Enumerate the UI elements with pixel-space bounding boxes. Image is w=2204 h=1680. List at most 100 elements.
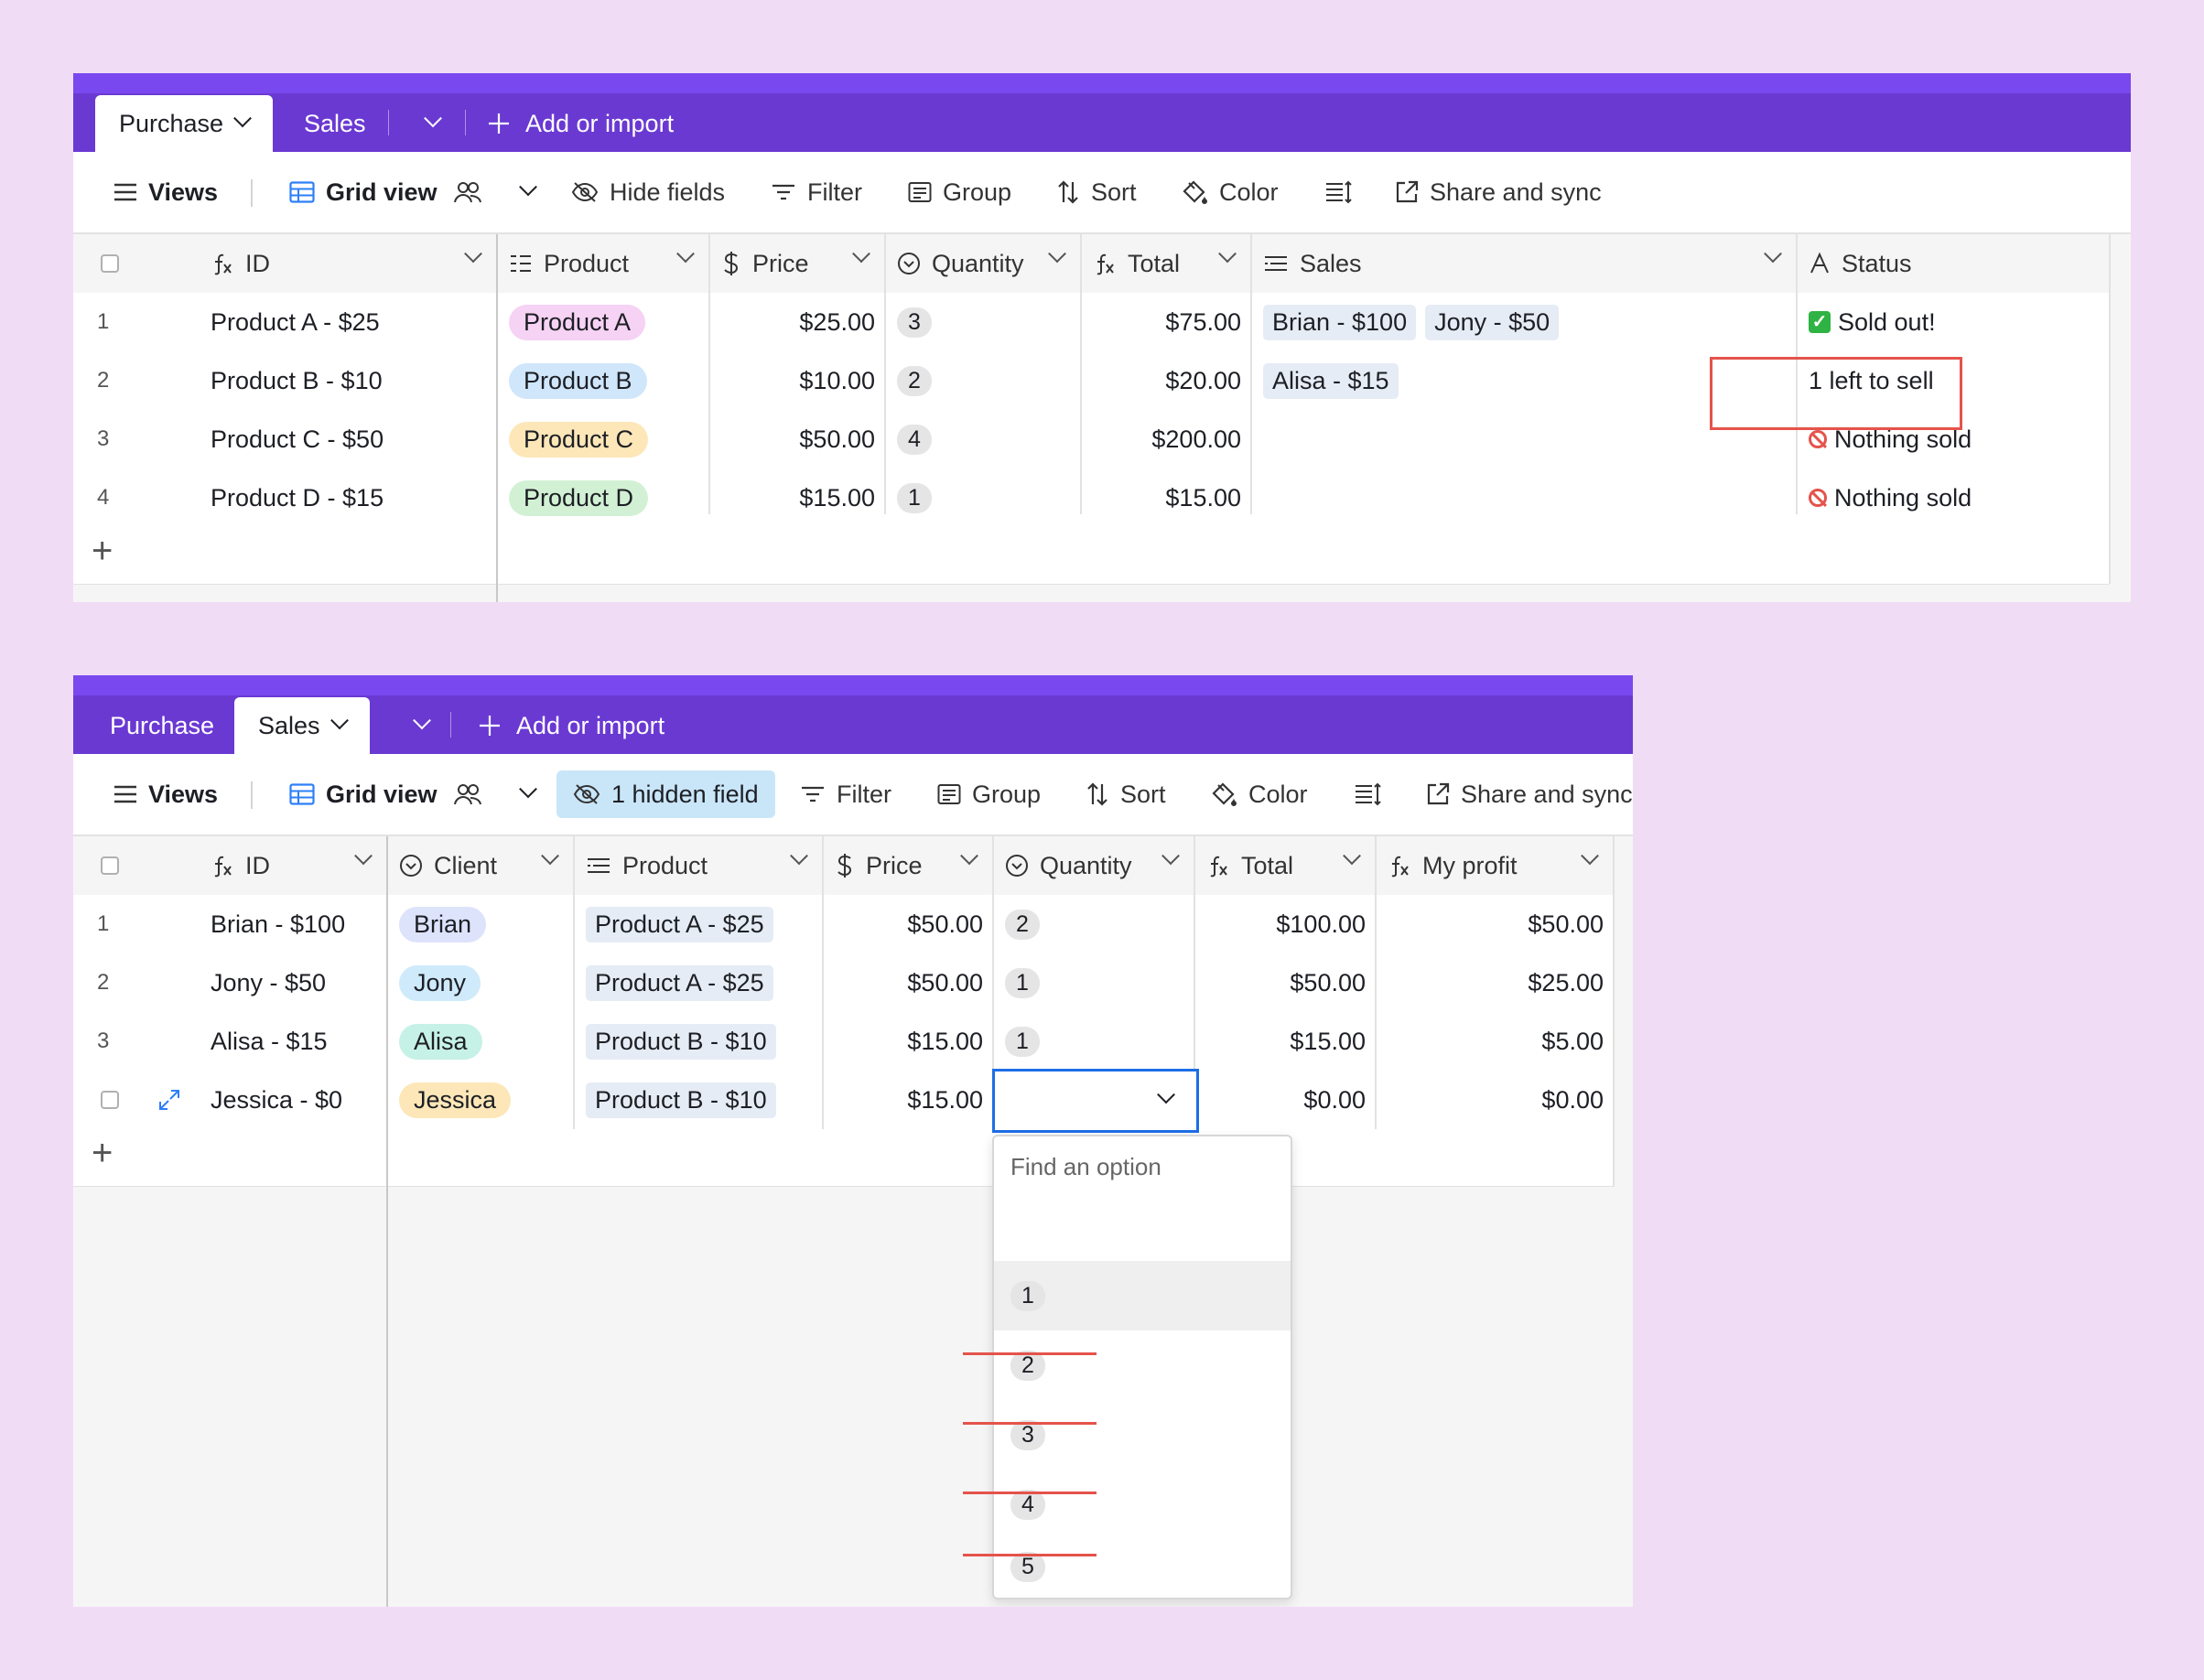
product-cell[interactable]: Product A - $25	[575, 953, 794, 1012]
profit-cell[interactable]: $25.00	[1528, 968, 1604, 996]
id-cell[interactable]: Jessica - $0	[211, 1085, 343, 1114]
product-cell[interactable]: Product D	[498, 468, 659, 527]
table-row[interactable]: 3 Alisa - $15 Alisa Product B - $10 $15.…	[73, 1012, 1615, 1072]
row-checkbox[interactable]	[101, 1091, 119, 1109]
select-all-checkbox-cell[interactable]	[90, 234, 130, 293]
column-header-quantity[interactable]: Quantity	[886, 234, 1082, 293]
price-cell[interactable]: $25.00	[799, 307, 875, 336]
quantity-select-field[interactable]	[992, 1069, 1199, 1133]
tab-purchase[interactable]: Purchase	[95, 95, 274, 152]
filter-button[interactable]: Filter	[771, 152, 862, 232]
status-cell[interactable]: 1 left to sell	[1809, 366, 1934, 394]
column-header-total[interactable]: Total	[1082, 234, 1252, 293]
column-header-price[interactable]: Price	[710, 234, 886, 293]
grid-view-button[interactable]: Grid view	[289, 754, 537, 835]
product-cell[interactable]: Product B - $10	[575, 1012, 796, 1071]
column-header-product[interactable]: Product	[575, 836, 824, 895]
sales-cell[interactable]	[1252, 468, 1274, 527]
color-button[interactable]: Color	[1181, 152, 1279, 232]
color-button[interactable]: Color	[1210, 754, 1308, 835]
option-item[interactable]: 4	[994, 1470, 1291, 1539]
profit-cell[interactable]: $5.00	[1541, 1027, 1604, 1055]
quantity-cell[interactable]: 2	[994, 895, 1051, 953]
id-cell[interactable]: Product B - $10	[211, 366, 383, 394]
total-cell[interactable]: $100.00	[1276, 910, 1366, 938]
product-cell[interactable]: Product A - $25	[575, 895, 794, 953]
quantity-cell[interactable]: 2	[886, 351, 943, 410]
column-header-sales[interactable]: Sales	[1252, 234, 1798, 293]
select-all-checkbox[interactable]	[101, 856, 119, 875]
table-row[interactable]: 3 Product C - $50 Product C $50.00 4 $20…	[73, 410, 2109, 469]
id-cell[interactable]: Product D - $15	[211, 483, 384, 512]
sales-cell[interactable]	[1252, 410, 1274, 468]
select-all-checkbox[interactable]	[101, 254, 119, 273]
quantity-cell[interactable]: 1	[994, 953, 1051, 1012]
share-and-sync-button[interactable]: Share and sync	[1426, 754, 1633, 835]
price-cell[interactable]: $15.00	[907, 1085, 983, 1114]
total-cell[interactable]: $15.00	[1290, 1027, 1366, 1055]
find-option-input[interactable]: Find an option	[1010, 1153, 1161, 1180]
add-row[interactable]: +	[73, 527, 2109, 585]
price-cell[interactable]: $15.00	[907, 1027, 983, 1055]
option-item[interactable]: 2	[994, 1330, 1291, 1400]
filter-button[interactable]: Filter	[800, 754, 891, 835]
add-or-import-button[interactable]: Add or import	[487, 95, 674, 152]
quantity-cell[interactable]: 3	[886, 293, 943, 351]
product-cell[interactable]: Product A	[498, 293, 656, 351]
row-checkbox-cell[interactable]	[90, 1071, 130, 1129]
client-cell[interactable]: Jessica	[388, 1071, 522, 1129]
grid-view-button[interactable]: Grid view	[289, 152, 537, 232]
total-cell[interactable]: $200.00	[1151, 425, 1241, 453]
total-cell[interactable]: $15.00	[1165, 483, 1241, 512]
hide-fields-button[interactable]: Hide fields	[571, 152, 725, 232]
table-row[interactable]: 2 Product B - $10 Product B $10.00 2 $20…	[73, 351, 2109, 411]
sales-cell[interactable]: Brian - $100 Jony - $50	[1252, 293, 1579, 351]
table-row[interactable]: 1 Brian - $100 Brian Product A - $25 $50…	[73, 895, 1615, 954]
quantity-cell[interactable]: 4	[886, 410, 943, 468]
plus-icon[interactable]: +	[92, 531, 113, 571]
tab-purchase[interactable]: Purchase	[110, 711, 215, 739]
add-or-import-button[interactable]: Add or import	[478, 697, 664, 754]
hidden-fields-button[interactable]: 1 hidden field	[556, 770, 775, 818]
price-cell[interactable]: $10.00	[799, 366, 875, 394]
option-item[interactable]: 5	[994, 1532, 1291, 1601]
client-cell[interactable]: Jony	[388, 953, 492, 1012]
status-cell[interactable]: Nothing sold	[1798, 468, 1983, 527]
group-button[interactable]: Group	[908, 152, 1011, 232]
select-all-checkbox-cell[interactable]	[90, 836, 130, 895]
tables-menu-button[interactable]	[403, 697, 431, 754]
id-cell[interactable]: Brian - $100	[211, 910, 346, 938]
price-cell[interactable]: $50.00	[907, 910, 983, 938]
id-cell[interactable]: Product A - $25	[211, 307, 380, 336]
plus-icon[interactable]: +	[92, 1133, 113, 1173]
tab-sales[interactable]: Sales	[304, 109, 366, 137]
column-header-client[interactable]: Client	[388, 836, 575, 895]
add-row[interactable]: +	[73, 1129, 1615, 1187]
views-button[interactable]: Views	[113, 754, 218, 835]
column-header-status[interactable]: Status	[1798, 234, 2131, 293]
id-cell[interactable]: Jony - $50	[211, 968, 327, 996]
product-cell[interactable]: Product B - $10	[575, 1071, 796, 1129]
row-height-button[interactable]	[1355, 754, 1393, 835]
views-button[interactable]: Views	[113, 152, 218, 232]
id-cell[interactable]: Product C - $50	[211, 425, 384, 453]
expand-record-button[interactable]	[146, 1071, 192, 1129]
table-row[interactable]: Jessica - $0 Jessica Product B - $10 $15…	[73, 1071, 1615, 1130]
price-cell[interactable]: $50.00	[907, 968, 983, 996]
column-header-price[interactable]: Price	[824, 836, 994, 895]
column-header-id[interactable]: ID	[200, 836, 388, 895]
client-cell[interactable]: Brian	[388, 895, 497, 953]
row-height-button[interactable]	[1325, 152, 1364, 232]
column-header-quantity[interactable]: Quantity	[994, 836, 1195, 895]
group-button[interactable]: Group	[937, 754, 1041, 835]
client-cell[interactable]: Alisa	[388, 1012, 493, 1071]
profit-cell[interactable]: $50.00	[1528, 910, 1604, 938]
column-header-total[interactable]: Total	[1195, 836, 1377, 895]
column-header-product[interactable]: Product	[498, 234, 710, 293]
column-header-my-profit[interactable]: My profit	[1377, 836, 1615, 895]
column-header-id[interactable]: ID	[200, 234, 498, 293]
table-row[interactable]: 2 Jony - $50 Jony Product A - $25 $50.00…	[73, 953, 1615, 1013]
total-cell[interactable]: $0.00	[1303, 1085, 1366, 1114]
sales-cell[interactable]: Alisa - $15	[1252, 351, 1419, 410]
total-cell[interactable]: $20.00	[1165, 366, 1241, 394]
